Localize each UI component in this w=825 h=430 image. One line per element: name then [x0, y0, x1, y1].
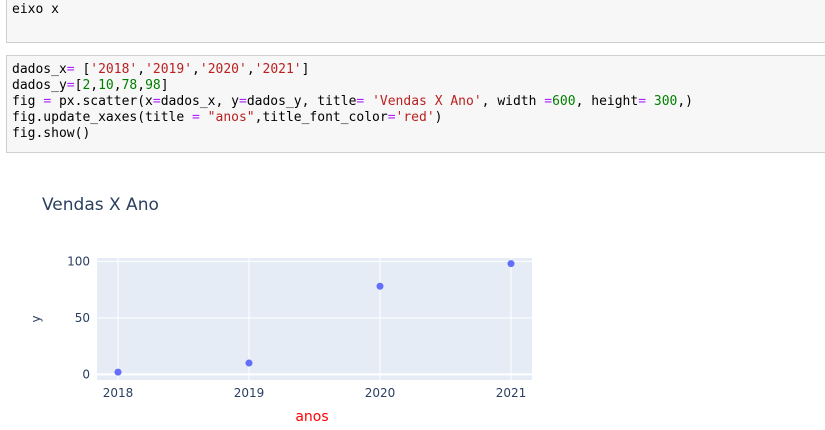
code-token: 600: [552, 94, 576, 109]
y-tick-label: 50: [75, 311, 90, 325]
code-token: width: [497, 94, 537, 109]
code-token: dados_x: [12, 62, 67, 77]
data-point[interactable]: [114, 368, 122, 376]
code-token: dados_x: [160, 94, 216, 109]
chart-title: Vendas X Ano: [42, 195, 159, 215]
code-token: 300: [653, 94, 678, 109]
markdown-text: eixo x: [12, 2, 59, 17]
code-token: =: [66, 62, 75, 77]
code-token: 10: [98, 78, 114, 93]
code-token: '2021': [254, 62, 302, 77]
code-token: title_font_color: [262, 110, 388, 125]
code-line-3: fig = px.scatter(x=dados_x, y=dados_y, t…: [12, 94, 694, 109]
markdown-cell[interactable]: eixo x: [6, 0, 825, 43]
code-token: '2019': [145, 62, 193, 77]
plot-area: [97, 258, 532, 380]
data-points: [114, 260, 515, 376]
grid-lines: [97, 258, 532, 380]
code-token: 'red': [395, 110, 435, 125]
code-token: 'Vendas X Ano': [372, 94, 482, 109]
code-token: '2018': [90, 62, 138, 77]
x-tick-label: 2020: [365, 386, 396, 400]
x-tick-label: 2021: [496, 386, 527, 400]
code-token: '2020': [199, 62, 247, 77]
code-token: =: [66, 78, 75, 93]
tick-labels: 2018 2019 2020 2021 0 50 100: [67, 254, 526, 400]
code-token: 78: [121, 78, 138, 93]
code-token: y: [231, 94, 239, 109]
code-token: fig: [12, 94, 36, 109]
data-point[interactable]: [376, 282, 384, 290]
code-token: title: [317, 94, 357, 109]
y-axis-title: y: [29, 315, 43, 322]
y-tick-label: 0: [82, 367, 90, 381]
code-line-5: fig.show(): [12, 126, 91, 141]
code-token: "anos": [207, 110, 255, 125]
code-token: dados_y: [12, 78, 67, 93]
data-point[interactable]: [507, 260, 515, 268]
code-line-4: fig.update_xaxes(title = "anos",title_fo…: [12, 110, 443, 125]
code-token: =: [43, 94, 52, 109]
code-token: height: [591, 94, 639, 109]
x-tick-label: 2019: [234, 386, 265, 400]
x-tick-label: 2018: [103, 386, 134, 400]
code-line-1: dados_x= ['2018','2019','2020','2021']: [12, 62, 310, 77]
code-cell[interactable]: dados_x= ['2018','2019','2020','2021'] d…: [6, 55, 825, 153]
code-token: fig.update_xaxes(title: [12, 110, 185, 125]
code-token: 2: [82, 78, 91, 93]
code-line-2: dados_y=[2,10,78,98]: [12, 78, 169, 93]
plot-output: Vendas X Ano 2018 2019 2020 2021 0 50 100 anos…: [0, 153, 825, 426]
data-point[interactable]: [245, 359, 253, 367]
x-axis-title: anos: [295, 409, 328, 425]
code-token: px.scatter(x: [58, 94, 153, 109]
code-token: dados_y: [246, 94, 302, 109]
y-tick-label: 100: [67, 254, 90, 268]
scatter-chart: Vendas X Ano 2018 2019 2020 2021 0 50 100 anos…: [29, 195, 532, 425]
code-token: 98: [145, 78, 161, 93]
